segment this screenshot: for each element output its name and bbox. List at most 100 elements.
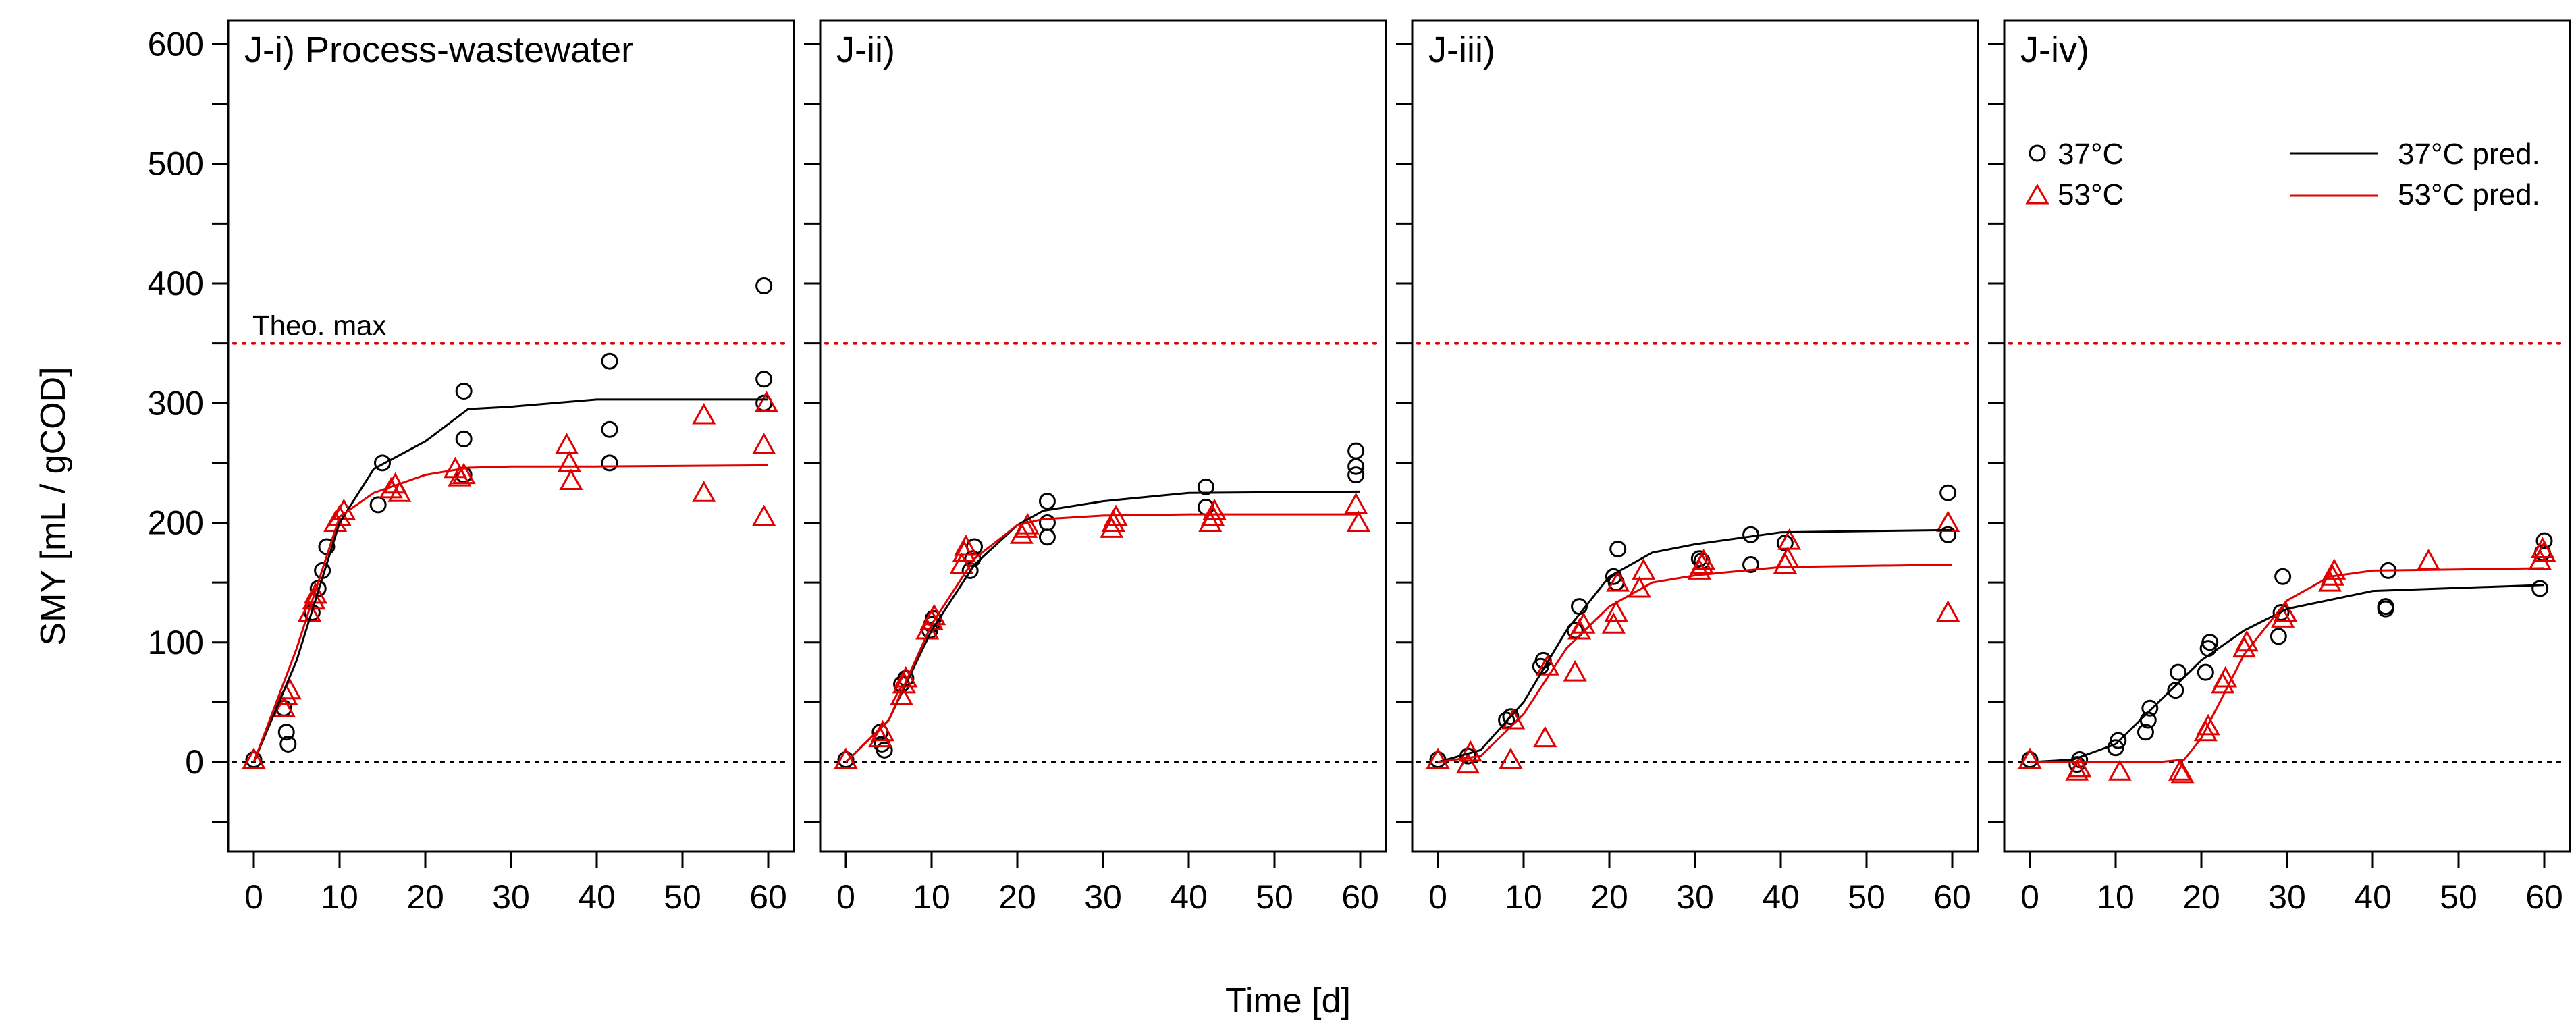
theo-max-label: Theo. max bbox=[252, 310, 386, 342]
data-point-53 bbox=[1606, 570, 1630, 592]
data-point-37 bbox=[2377, 600, 2394, 618]
data-point-37 bbox=[2535, 532, 2553, 549]
data-point-53 bbox=[892, 672, 916, 694]
data-point-37 bbox=[2270, 628, 2287, 645]
x-tick-label: 0 bbox=[1428, 878, 1447, 916]
x-tick-label: 10 bbox=[321, 878, 358, 916]
data-point-53 bbox=[834, 747, 858, 769]
pred-line-53 bbox=[1437, 564, 1953, 763]
data-point-37 bbox=[2197, 663, 2214, 681]
y-tick-label: 200 bbox=[148, 504, 204, 542]
panel-title: J-ii) bbox=[836, 30, 895, 70]
y-tick-label: 600 bbox=[148, 25, 204, 63]
x-tick-label: 60 bbox=[749, 878, 787, 916]
data-point-53 bbox=[242, 747, 266, 769]
legend-label-37-pred: 37°C pred. bbox=[2398, 138, 2540, 171]
panel-frame bbox=[819, 19, 1387, 853]
x-tick-label: 10 bbox=[913, 878, 950, 916]
y-tick-label: 0 bbox=[185, 743, 204, 781]
x-tick-label: 60 bbox=[1933, 878, 1971, 916]
data-point-53 bbox=[1601, 612, 1626, 634]
y-axis-label: SMY [mL / gCOD] bbox=[34, 366, 73, 645]
x-tick-label: 30 bbox=[2268, 878, 2306, 916]
data-point-37 bbox=[961, 562, 979, 579]
data-point-37 bbox=[2170, 663, 2187, 681]
data-point-37 bbox=[2201, 634, 2219, 651]
data-point-37 bbox=[1038, 528, 1056, 546]
x-tick-label: 10 bbox=[1505, 878, 1542, 916]
data-point-37 bbox=[1502, 708, 1520, 726]
panel-frame bbox=[1411, 19, 1979, 853]
x-tick-label: 30 bbox=[492, 878, 530, 916]
data-point-37 bbox=[2167, 682, 2184, 699]
data-point-37 bbox=[601, 420, 618, 438]
x-axis-label: Time [d] bbox=[1225, 981, 1351, 1021]
data-point-53 bbox=[2213, 665, 2238, 688]
data-point-37 bbox=[755, 371, 773, 388]
data-point-53 bbox=[1426, 747, 1450, 769]
y-tick-label: 500 bbox=[148, 145, 204, 183]
x-tick-label: 0 bbox=[836, 878, 855, 916]
panel-2: 0 10 20 30 40 50 60 J-ii) bbox=[804, 19, 1387, 916]
legend-marker-37 bbox=[2029, 144, 2046, 162]
data-point-37 bbox=[1347, 458, 1365, 475]
data-point-53 bbox=[954, 534, 978, 556]
data-point-37 bbox=[1939, 484, 1957, 501]
panel-1: 0 100 200 300 400 500 600 0 10 20 30 40 50 60 Theo. ma… bbox=[148, 19, 795, 916]
x-tick-label: 20 bbox=[998, 878, 1036, 916]
data-point-53 bbox=[1632, 558, 1656, 580]
x-tick-label: 50 bbox=[1848, 878, 1885, 916]
x-tick-label: 20 bbox=[1590, 878, 1628, 916]
data-point-37 bbox=[455, 430, 473, 447]
panel-title: J-iv) bbox=[2020, 30, 2089, 70]
data-point-53 bbox=[752, 433, 776, 454]
data-point-53 bbox=[452, 462, 476, 485]
data-point-37 bbox=[369, 496, 387, 514]
data-point-37 bbox=[1742, 556, 1760, 574]
pred-line-37 bbox=[2029, 584, 2545, 763]
x-tick-label: 40 bbox=[578, 878, 616, 916]
x-tick-label: 30 bbox=[1676, 878, 1714, 916]
data-point-53 bbox=[952, 540, 976, 562]
x-tick-label: 50 bbox=[664, 878, 701, 916]
data-point-37 bbox=[2110, 732, 2127, 749]
legend: 37°C 53°C 37°C pred. 53°C pred. bbox=[2025, 138, 2540, 211]
data-point-53 bbox=[692, 481, 716, 502]
x-tick-label: 40 bbox=[1762, 878, 1800, 916]
data-point-37 bbox=[1347, 466, 1365, 484]
data-point-37 bbox=[1347, 442, 1365, 460]
data-point-53 bbox=[2170, 761, 2195, 784]
data-point-53 bbox=[2196, 713, 2220, 736]
data-point-37 bbox=[1197, 478, 1214, 495]
data-point-53 bbox=[1344, 492, 1368, 514]
data-point-53 bbox=[1604, 600, 1628, 622]
data-point-53 bbox=[1536, 654, 1560, 676]
data-point-53 bbox=[1692, 549, 1716, 570]
x-tick-label: 40 bbox=[2354, 878, 2392, 916]
panel-4: 0 10 20 30 40 50 60 J-iv) bbox=[1988, 19, 2571, 916]
y-tick-label: 300 bbox=[148, 384, 204, 422]
data-point-53 bbox=[890, 684, 914, 706]
data-point-53 bbox=[1499, 747, 1523, 769]
data-point-37 bbox=[1038, 493, 1056, 510]
panel-frame bbox=[227, 19, 795, 853]
data-point-53 bbox=[448, 465, 472, 487]
x-tick-label: 40 bbox=[1170, 878, 1208, 916]
data-point-53 bbox=[1100, 516, 1124, 538]
x-tick-label: 60 bbox=[2525, 878, 2563, 916]
data-point-53 bbox=[2068, 755, 2092, 778]
data-point-37 bbox=[2274, 568, 2292, 585]
panel-title: J-iii) bbox=[1428, 30, 1495, 70]
data-point-37 bbox=[1939, 526, 1957, 543]
pred-line-53 bbox=[252, 464, 769, 763]
legend-label-37: 37°C bbox=[2058, 138, 2124, 171]
data-point-53 bbox=[949, 552, 973, 574]
data-point-37 bbox=[601, 352, 618, 370]
y-tick-label: 100 bbox=[148, 624, 204, 661]
data-point-53 bbox=[1346, 510, 1371, 533]
data-point-53 bbox=[557, 450, 581, 472]
data-point-53 bbox=[2417, 549, 2441, 570]
x-tick-label: 50 bbox=[2440, 878, 2477, 916]
